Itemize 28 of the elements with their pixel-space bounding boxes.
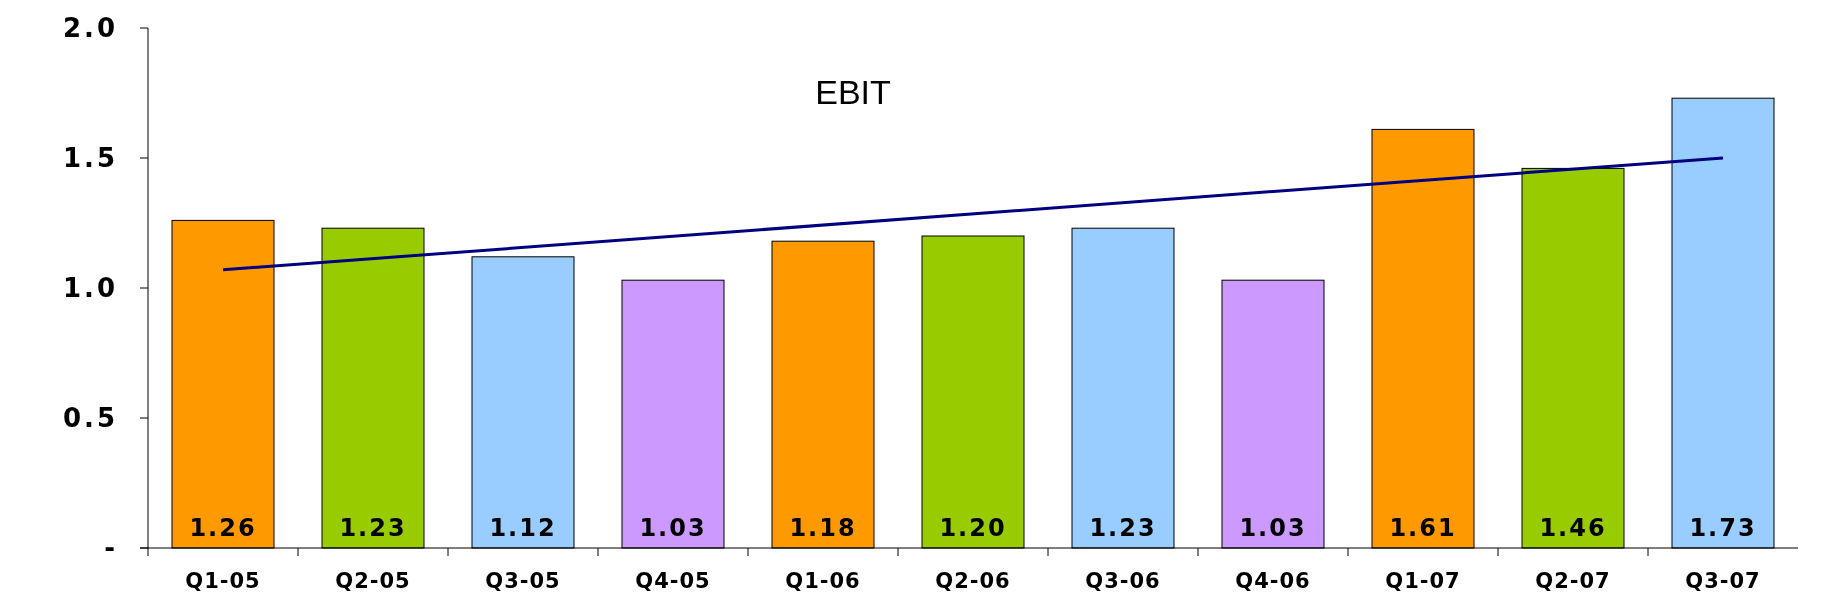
x-tick-label: Q1-05 xyxy=(185,569,261,593)
x-tick-label: Q1-06 xyxy=(785,569,861,593)
x-tick-label: Q4-06 xyxy=(1235,569,1311,593)
text: 1.03 xyxy=(639,514,707,542)
text: EBIT xyxy=(815,72,891,111)
x-tick-label: Q2-06 xyxy=(935,569,1011,593)
text: 1.61 xyxy=(1389,514,1457,542)
x-tick-label: Q4-05 xyxy=(635,569,711,593)
y-tick-label: 2.0 xyxy=(62,13,118,44)
x-tick-label: Q3-06 xyxy=(1085,569,1161,593)
y-tick-label: 1.5 xyxy=(62,143,118,174)
x-tick-label: Q2-05 xyxy=(335,569,411,593)
text: 1.46 xyxy=(1539,514,1607,542)
text: 1.73 xyxy=(1689,514,1757,542)
text: 1.23 xyxy=(339,514,407,542)
text: 1.20 xyxy=(939,514,1007,542)
x-tick-label: Q1-07 xyxy=(1385,569,1461,593)
y-tick-label: - xyxy=(104,533,118,564)
text: 1.26 xyxy=(189,514,257,542)
x-tick-label: Q3-05 xyxy=(485,569,561,593)
x-tick-label: Q2-07 xyxy=(1535,569,1611,593)
y-tick-label: 0.5 xyxy=(62,403,118,434)
y-tick-label: 1.0 xyxy=(62,273,118,304)
text: 1.18 xyxy=(789,514,857,542)
text: 1.23 xyxy=(1089,514,1157,542)
x-tick-label: Q3-07 xyxy=(1685,569,1761,593)
text: 1.12 xyxy=(489,514,557,542)
text: 1.03 xyxy=(1239,514,1307,542)
